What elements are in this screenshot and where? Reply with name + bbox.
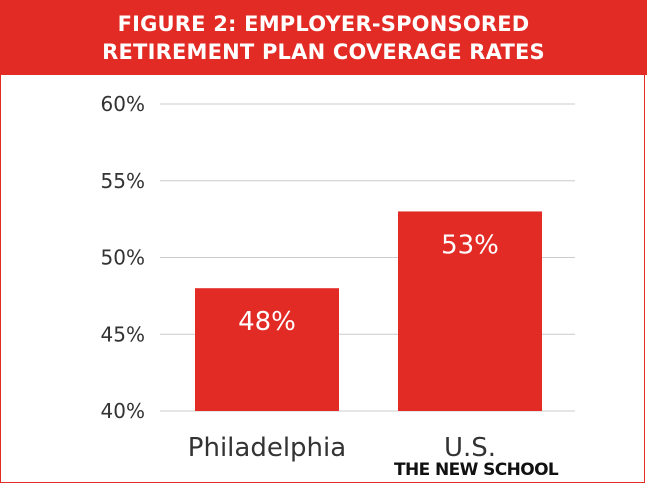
chart-title-line-1: FIGURE 2: EMPLOYER-SPONSORED: [117, 12, 530, 36]
chart-title-line-2: RETIREMENT PLAN COVERAGE RATES: [102, 40, 545, 64]
x-category-label: Philadelphia: [188, 433, 346, 463]
data-label: 48%: [238, 307, 296, 337]
y-tick-label: 40%: [101, 399, 145, 423]
y-tick-label: 60%: [101, 92, 145, 116]
bar-philadelphia: [195, 288, 339, 411]
data-label: 53%: [441, 230, 499, 260]
new-school-logo: THE NEW SCHOOL: [394, 460, 559, 480]
y-tick-label: 55%: [101, 169, 145, 193]
x-category-label: U.S.: [444, 433, 496, 463]
title-bar: FIGURE 2: EMPLOYER-SPONSORED RETIREMENT …: [0, 0, 647, 75]
y-tick-label: 50%: [101, 246, 145, 270]
y-tick-label: 45%: [101, 322, 145, 346]
bar-us: [398, 211, 542, 411]
